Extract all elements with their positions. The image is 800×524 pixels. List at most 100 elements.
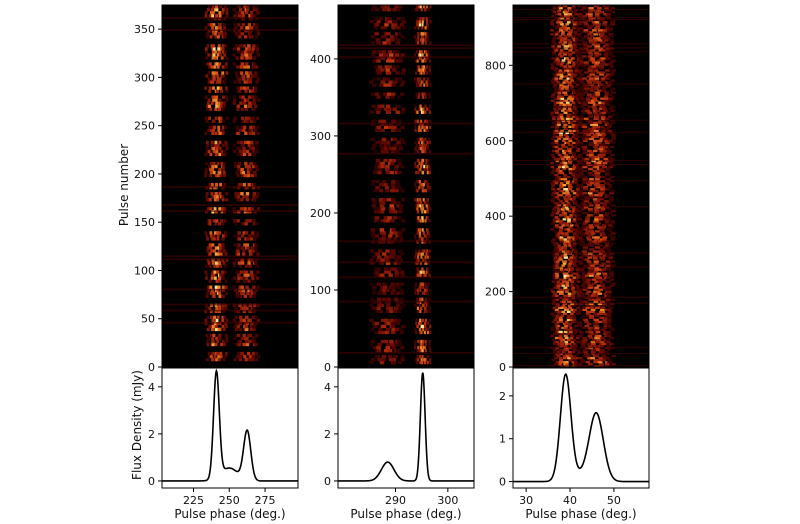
- heatmap-cell: [221, 143, 225, 148]
- profile-line: [162, 368, 298, 482]
- heatmap-cell: [372, 83, 377, 87]
- heatmap-cell: [607, 149, 612, 153]
- heatmap-cell: [216, 86, 220, 90]
- heatmap-cell: [562, 298, 566, 301]
- heatmap-cell: [422, 231, 425, 235]
- heatmap-cell: [236, 104, 240, 108]
- heatmap-cell: [606, 75, 612, 78]
- heatmap-cell: [570, 320, 575, 324]
- heatmap-cell: [567, 210, 572, 213]
- heatmap-cell: [554, 216, 559, 219]
- heatmap-cell: [205, 333, 209, 338]
- heatmap-cell: [222, 170, 226, 175]
- heatmap-cell: [600, 258, 605, 261]
- heatmap-cell: [252, 198, 257, 202]
- heatmap-cell: [208, 86, 212, 90]
- heatmap-cell: [593, 322, 599, 326]
- heatmap-cell: [237, 276, 241, 280]
- heatmap-cell: [237, 161, 242, 166]
- heatmap-cell: [204, 95, 208, 99]
- heatmap-cell: [589, 77, 594, 80]
- heatmap-cell: [590, 308, 596, 311]
- heatmap-cell: [610, 236, 616, 239]
- heatmap-cell: [384, 186, 390, 190]
- heatmap-cell: [553, 220, 557, 223]
- heatmap-cell: [556, 121, 561, 124]
- heatmap-cell: [605, 5, 610, 8]
- heatmap-cell: [597, 133, 603, 137]
- heatmap-cell: [608, 53, 614, 56]
- heatmap-cell: [424, 8, 427, 12]
- heatmap-cell: [559, 320, 564, 324]
- heatmap-cell: [207, 8, 210, 12]
- heatmap-cell: [397, 216, 402, 220]
- heatmap-cell: [583, 186, 588, 189]
- heatmap-cell: [570, 97, 575, 100]
- heatmap-cell: [600, 77, 606, 80]
- heatmap-cell: [429, 20, 432, 24]
- heatmap-cell: [577, 23, 583, 26]
- heatmap-cell: [214, 56, 218, 60]
- heatmap-cell: [558, 356, 563, 360]
- heatmap-cell: [252, 219, 256, 223]
- heatmap-cell: [593, 270, 599, 273]
- heatmap-cell: [252, 125, 256, 129]
- rfi-stripe: [338, 56, 474, 59]
- heatmap-cell: [428, 65, 431, 69]
- rfi-stripe: [513, 252, 649, 254]
- heatmap-cell: [559, 101, 564, 104]
- heatmap-cell: [223, 270, 227, 274]
- heatmap-cell: [421, 237, 424, 241]
- heatmap-cell: [211, 336, 215, 341]
- heatmap-cell: [555, 192, 559, 195]
- heatmap-cell: [587, 127, 593, 130]
- heatmap-cell: [604, 101, 610, 104]
- heatmap-cell: [214, 252, 218, 256]
- heatmap-cell: [569, 262, 574, 265]
- heatmap-cell: [384, 149, 389, 154]
- heatmap-cell: [419, 318, 422, 323]
- heatmap-cell: [600, 169, 605, 173]
- heatmap-cell: [422, 110, 425, 114]
- heatmap-cell: [597, 292, 603, 295]
- heatmap-cell: [212, 53, 216, 57]
- heatmap-cell: [563, 294, 567, 297]
- heatmap-cell: [574, 228, 579, 231]
- heatmap-cell: [211, 195, 215, 199]
- heatmap-cell: [375, 186, 380, 190]
- heatmap-cell: [572, 63, 576, 66]
- heatmap-cell: [253, 71, 258, 75]
- heatmap-cell: [425, 179, 428, 184]
- heatmap-cell: [572, 153, 577, 157]
- heatmap-cell: [605, 169, 611, 173]
- heatmap-cell: [422, 258, 425, 262]
- heatmap-cell: [563, 45, 568, 48]
- heatmap-cell: [555, 27, 559, 30]
- heatmap-cell: [211, 237, 214, 241]
- heatmap-cell: [567, 264, 572, 267]
- heatmap-cell: [579, 292, 585, 295]
- heatmap-cell: [373, 26, 378, 30]
- heatmap-cell: [420, 38, 423, 42]
- heatmap-cell: [420, 324, 423, 329]
- heatmap-cell: [605, 194, 611, 197]
- heatmap-cell: [420, 360, 424, 365]
- heatmap-cell: [591, 61, 597, 64]
- heatmap-cell: [214, 285, 218, 289]
- heatmap-cell: [384, 255, 389, 259]
- heatmap-cell: [572, 61, 577, 64]
- heatmap-cell: [225, 291, 228, 295]
- heatmap-cell: [583, 127, 588, 130]
- heatmap-cell: [418, 321, 421, 326]
- heatmap-cell: [560, 342, 565, 346]
- heatmap-cell: [389, 309, 394, 313]
- heatmap-cell: [606, 125, 612, 128]
- heatmap-cell: [255, 264, 259, 268]
- heatmap-cell: [207, 98, 211, 102]
- heatmap-cell: [585, 306, 591, 309]
- heatmap-cell: [572, 175, 577, 179]
- heatmap-cell: [248, 219, 252, 223]
- heatmap-cell: [585, 312, 591, 316]
- heatmap-cell: [580, 113, 585, 116]
- heatmap-cell: [235, 270, 239, 274]
